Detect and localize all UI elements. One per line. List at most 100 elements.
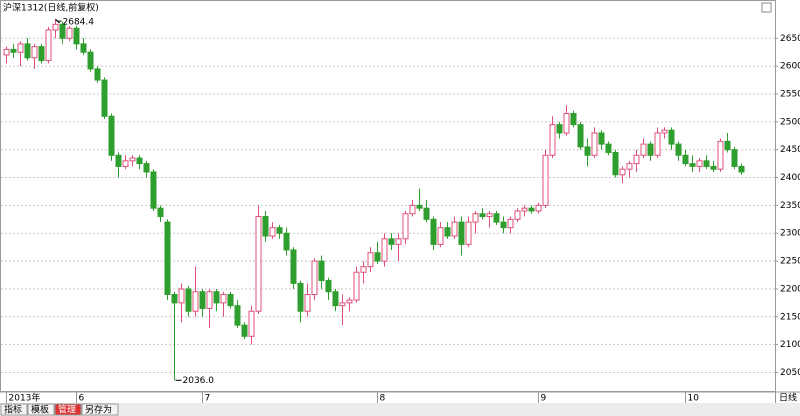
toolbar-tab-label[interactable]: 管理: [58, 404, 76, 416]
candle-body: [178, 288, 185, 304]
candle-body: [185, 288, 192, 312]
candle-body: [556, 124, 563, 134]
candle-body: [605, 143, 612, 153]
candle-body: [80, 43, 87, 53]
candle-body: [66, 27, 73, 39]
candle-body: [409, 204, 416, 215]
y-tick-label: 2550: [780, 89, 800, 99]
y-tick-label: 2500: [780, 117, 800, 127]
candle-body: [563, 112, 570, 134]
candle-body: [535, 204, 542, 212]
candle-body: [500, 221, 507, 229]
candle-body: [73, 27, 80, 45]
candle-body: [626, 163, 633, 170]
candle-body: [213, 291, 220, 304]
candle-body: [724, 140, 731, 151]
y-tick-label: 2250: [780, 257, 800, 267]
candle-body: [717, 140, 724, 170]
candle-body: [710, 165, 717, 170]
candle-body: [332, 291, 339, 307]
candle-body: [199, 291, 206, 309]
y-tick-label: 2300: [780, 229, 800, 239]
candle-body: [388, 238, 395, 245]
candle-body: [290, 249, 297, 284]
x-tick-label: 10: [688, 394, 700, 404]
toolbar-tab[interactable]: [81, 403, 119, 416]
candle-body: [647, 143, 654, 156]
candle-body: [549, 124, 556, 156]
candle-body: [52, 23, 59, 31]
annotation: 2036.0: [183, 376, 215, 386]
candle-body: [220, 294, 227, 304]
candle-body: [381, 238, 388, 262]
x-tick-label: 9: [541, 394, 547, 404]
candle-body: [45, 29, 52, 62]
candle-body: [276, 227, 283, 234]
candle-body: [668, 129, 675, 145]
candle-body: [304, 294, 311, 312]
x-tick-label: 2013年: [9, 392, 41, 404]
y-tick-label: 2050: [780, 368, 800, 378]
candle-body: [738, 165, 745, 173]
y-tick-label: 2150: [780, 312, 800, 322]
candle-body: [416, 204, 423, 209]
candle-body: [360, 266, 367, 273]
candle-body: [10, 48, 17, 53]
candle-body: [87, 51, 94, 70]
candle-body: [570, 112, 577, 126]
candle-body: [689, 163, 696, 167]
candle-body: [423, 207, 430, 220]
toolbar: [0, 403, 800, 416]
toolbar-tab-label[interactable]: 模板: [31, 404, 49, 416]
candle-body: [129, 157, 136, 162]
candle-body: [479, 213, 486, 218]
candle-body: [297, 282, 304, 312]
toolbar-tab-label[interactable]: 另存为: [85, 404, 112, 416]
toolbar-tab[interactable]: [54, 403, 82, 416]
y-tick-label: 2200: [780, 284, 800, 294]
period-label: 日线: [779, 392, 797, 404]
candle-body: [374, 252, 381, 262]
candle-body: [262, 216, 269, 237]
candle-body: [346, 299, 353, 304]
candle-body: [115, 154, 122, 167]
candle-body: [122, 160, 129, 167]
candle-body: [227, 294, 234, 307]
candle-body: [325, 280, 332, 293]
candle-body: [192, 291, 199, 312]
y-tick-label: 2600: [780, 62, 800, 72]
candle-body: [612, 151, 619, 176]
x-tick-label: 6: [79, 394, 85, 404]
candle-body: [584, 146, 591, 156]
y-tick-label: 2400: [780, 173, 800, 183]
candle-body: [472, 213, 479, 223]
candle-body: [444, 227, 451, 237]
toolbar-tab[interactable]: [27, 403, 55, 416]
candle-body: [311, 260, 318, 296]
candle-body: [353, 271, 360, 301]
candle-body: [31, 46, 38, 59]
candle-body: [528, 207, 535, 212]
candle-body: [339, 302, 346, 307]
toolbar-tab[interactable]: [0, 403, 28, 416]
candle-body: [514, 210, 521, 220]
toolbar-tab-label[interactable]: 指标: [4, 404, 22, 416]
candle-body: [486, 213, 493, 218]
candle-body: [101, 79, 108, 117]
candle-body: [640, 143, 647, 156]
window-button[interactable]: [761, 2, 772, 13]
candle-body: [542, 154, 549, 206]
candle-body: [94, 68, 101, 81]
candle-body: [507, 218, 514, 229]
candle-body: [17, 43, 24, 53]
x-tick-label: 7: [205, 394, 211, 404]
candle-body: [248, 310, 255, 337]
candle-body: [577, 124, 584, 148]
candle-body: [682, 154, 689, 165]
candle-body: [136, 157, 143, 165]
candle-body: [108, 115, 115, 156]
candle-body: [402, 213, 409, 240]
candle-body: [367, 252, 374, 268]
candle-body: [437, 227, 444, 245]
